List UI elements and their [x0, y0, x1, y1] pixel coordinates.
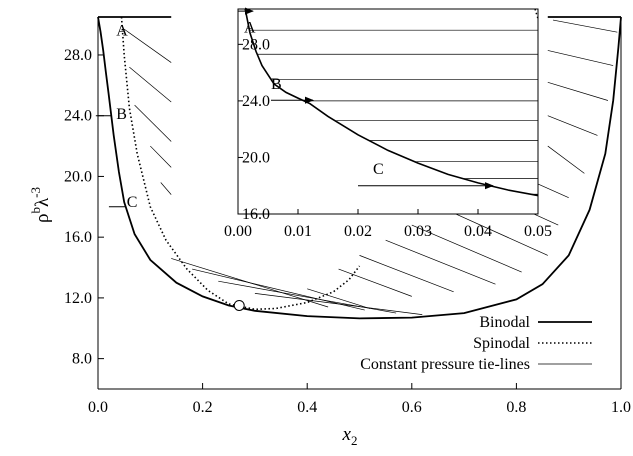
- inset-x-tick-label: 0.00: [224, 223, 252, 240]
- main-label-c: C: [127, 194, 138, 211]
- y-axis-label: ρbλ-3: [28, 187, 53, 223]
- legend-label-binodal: Binodal: [479, 314, 530, 331]
- tie-line-22: [552, 19, 618, 33]
- inset-y-tick-label: 16.0: [242, 206, 270, 223]
- legend: Binodal Spinodal Constant pressure tie-l…: [360, 314, 592, 373]
- x-tick-label: 0.0: [88, 399, 108, 416]
- tie-line-18: [547, 145, 585, 174]
- x-axis-label: x2: [342, 424, 358, 448]
- y-tick-label: 16.0: [64, 229, 92, 246]
- y-tick-label: 28.0: [64, 47, 92, 64]
- tie-line-5: [160, 182, 172, 195]
- inset-y-tick-label: 24.0: [242, 93, 270, 110]
- tie-line-7: [192, 268, 365, 311]
- x-tick-label: 1.0: [611, 399, 631, 416]
- y-tick-label: 20.0: [64, 168, 92, 185]
- inset-label-a: A: [244, 19, 256, 36]
- inset-frame: [237, 8, 539, 215]
- main-tie-lines: [123, 19, 618, 315]
- tie-line-9: [254, 292, 423, 315]
- tie-line-4: [150, 145, 172, 168]
- inset-x-tick-label: 0.05: [524, 223, 552, 240]
- tie-line-2: [129, 66, 172, 103]
- legend-label-tie-lines: Constant pressure tie-lines: [360, 356, 530, 373]
- inset-y-tick-label: 20.0: [242, 149, 270, 166]
- main-label-a: A: [116, 23, 128, 40]
- tie-line-10: [307, 288, 371, 309]
- inset-label-b: B: [271, 76, 282, 93]
- inset-x-tick-label: 0.04: [464, 223, 492, 240]
- tie-line-3: [134, 104, 172, 142]
- legend-label-spinodal: Spinodal: [473, 335, 530, 352]
- inset-annotations: A B C: [238, 7, 494, 190]
- y-tick-label: 24.0: [64, 108, 92, 125]
- x-tick-label: 0.6: [402, 399, 422, 416]
- inset-axes: 0.00 0.01 0.02 0.03 0.04 0.05 16.0 20.0 24.0 28.0: [224, 8, 552, 240]
- y-tick-label: 8.0: [72, 351, 92, 368]
- inset-x-tick-label: 0.01: [284, 223, 312, 240]
- tie-line-21: [547, 50, 614, 66]
- inset-binodal-curve: [244, 9, 538, 197]
- main-label-b: B: [116, 106, 127, 123]
- main-binodal-group: [97, 16, 622, 320]
- tie-line-20: [547, 81, 609, 101]
- tie-line-13: [385, 239, 496, 285]
- inset-x-tick-label: 0.02: [344, 223, 372, 240]
- x-tick-label: 0.4: [297, 399, 317, 416]
- tie-line-11: [338, 268, 412, 297]
- tie-line-15: [443, 207, 548, 256]
- tie-line-19: [547, 115, 598, 136]
- main-axes: 0.0 0.2 0.4 0.6 0.8 1.0 8.0 12.0 16.0 20.0 24.0 28.…: [64, 17, 631, 416]
- tie-line-12: [359, 255, 454, 293]
- tie-line-1: [123, 28, 172, 63]
- x-tick-label: 0.2: [193, 399, 213, 416]
- x-tick-label: 0.8: [506, 399, 526, 416]
- inset-x-tick-label: 0.03: [404, 223, 432, 240]
- inset-label-c: C: [373, 161, 384, 178]
- tie-line-14: [411, 224, 522, 273]
- y-tick-label: 12.0: [64, 290, 92, 307]
- inset-y-tick-label: 28.0: [242, 36, 270, 53]
- critical-point-marker: [233, 299, 245, 311]
- inset-background: [238, 9, 538, 214]
